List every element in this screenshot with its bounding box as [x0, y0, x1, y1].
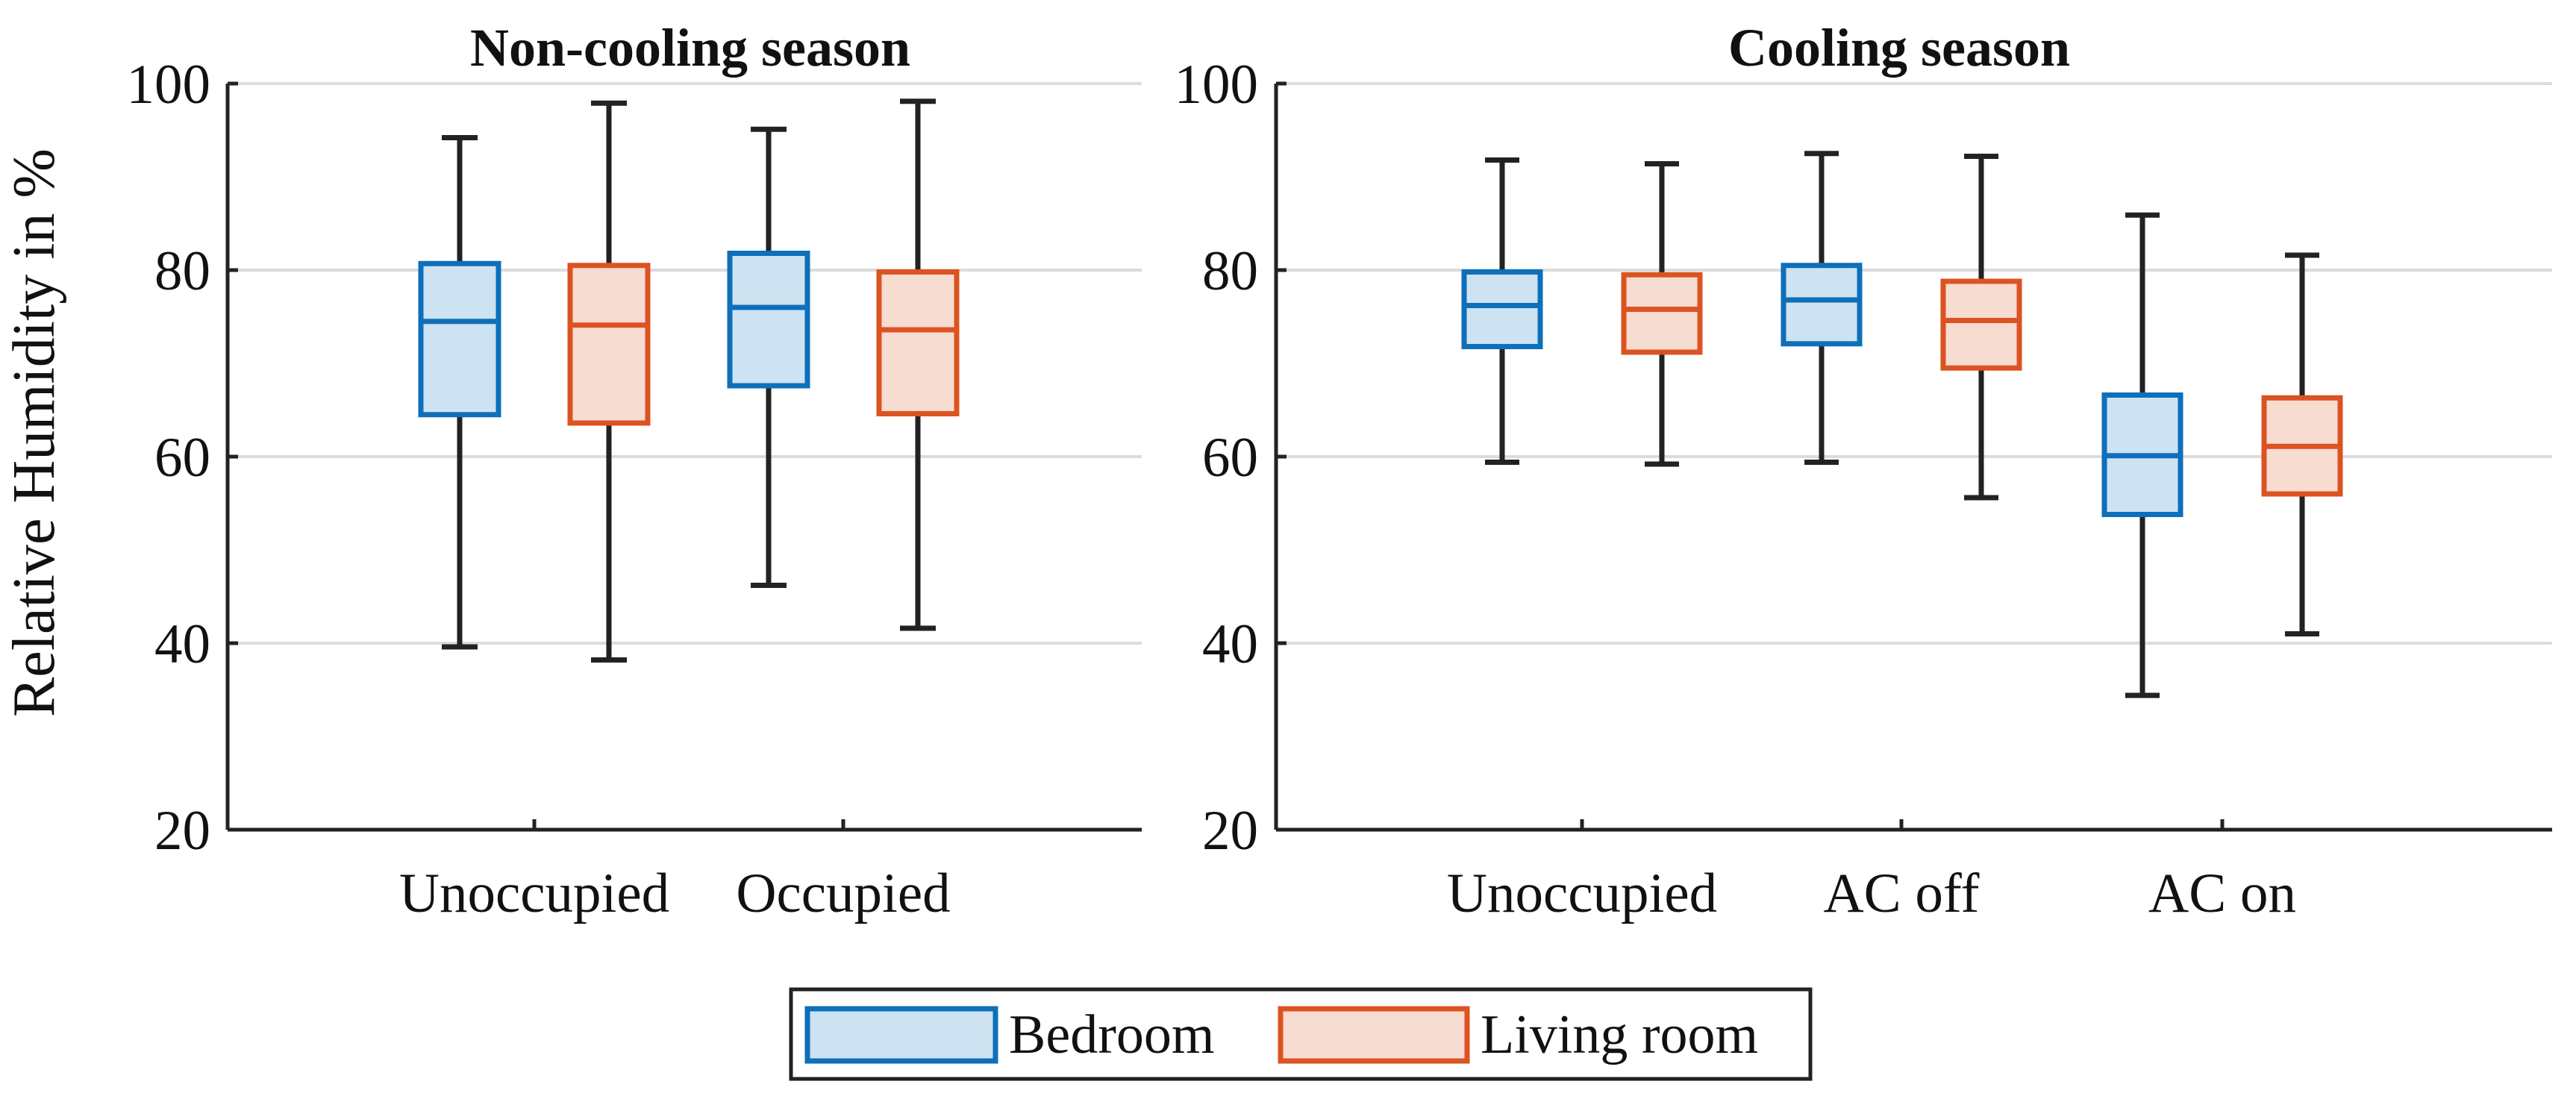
- box-bedroom-ac-on: [2101, 212, 2183, 698]
- panel-title-non-cooling: Non-cooling season: [470, 18, 910, 78]
- panel-cooling: 20 40 60 80 100 Unoccupied AC off AC on: [1175, 54, 2552, 924]
- x-tick-label: Unoccupied: [399, 863, 669, 924]
- y-tick-label: 20: [154, 800, 210, 862]
- box-living-room-ac-on: [2261, 252, 2343, 636]
- box-bedroom-ac-off: [1781, 151, 1863, 465]
- iqr-box: [1940, 278, 2022, 371]
- x-tick-label: Occupied: [736, 863, 950, 924]
- panel-title-cooling: Cooling season: [1728, 18, 2070, 78]
- y-tick-label: 100: [127, 54, 211, 116]
- x-tick-label: AC off: [1823, 863, 1979, 924]
- iqr-box: [1461, 269, 1543, 349]
- legend-label-living-room: Living room: [1481, 1004, 1758, 1065]
- box-bedroom-unoccupied: [1461, 157, 1543, 465]
- box-bedroom-unoccupied: [418, 135, 501, 650]
- y-tick-label: 80: [154, 240, 210, 302]
- iqr-box: [727, 251, 810, 389]
- box-living-room-ac-off: [1940, 154, 2022, 501]
- legend: Bedroom Living room: [789, 987, 1813, 1081]
- y-tick-label: 60: [154, 427, 210, 489]
- legend-label-bedroom: Bedroom: [1009, 1004, 1214, 1065]
- legend-swatch-living-room: [1278, 1006, 1470, 1064]
- y-tick-label: 60: [1202, 427, 1258, 489]
- box-living-room-unoccupied: [567, 100, 651, 663]
- x-tick-label: Unoccupied: [1447, 863, 1717, 924]
- y-tick-label: 40: [1202, 613, 1258, 675]
- y-axis-label: Relative Humidity in %: [1, 148, 67, 717]
- iqr-box: [567, 263, 651, 426]
- iqr-box: [418, 260, 501, 418]
- y-tick-label: 80: [1202, 240, 1258, 302]
- x-tick-label: AC on: [2148, 863, 2296, 924]
- box-living-room-unoccupied: [1621, 161, 1703, 467]
- box-living-room-occupied: [876, 98, 960, 631]
- y-tick-label: 100: [1175, 54, 1259, 116]
- iqr-box: [876, 269, 960, 416]
- iqr-box: [1781, 263, 1863, 347]
- y-tick-label: 40: [154, 613, 210, 675]
- box-bedroom-occupied: [727, 126, 810, 588]
- y-tick-label: 20: [1202, 800, 1258, 862]
- iqr-box: [1621, 272, 1703, 355]
- legend-swatch-bedroom: [804, 1006, 998, 1064]
- panel-non-cooling: 20 40 60 80 100 Unoccupied Occupied: [127, 54, 1142, 924]
